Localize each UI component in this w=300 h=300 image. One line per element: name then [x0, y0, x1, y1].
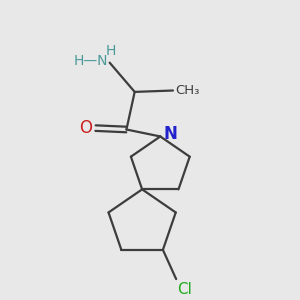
Text: H: H [106, 44, 116, 58]
Text: H—N: H—N [74, 54, 108, 68]
Text: O: O [80, 119, 93, 137]
Text: N: N [164, 125, 178, 143]
Text: Cl: Cl [178, 282, 193, 297]
Text: CH₃: CH₃ [175, 84, 200, 97]
